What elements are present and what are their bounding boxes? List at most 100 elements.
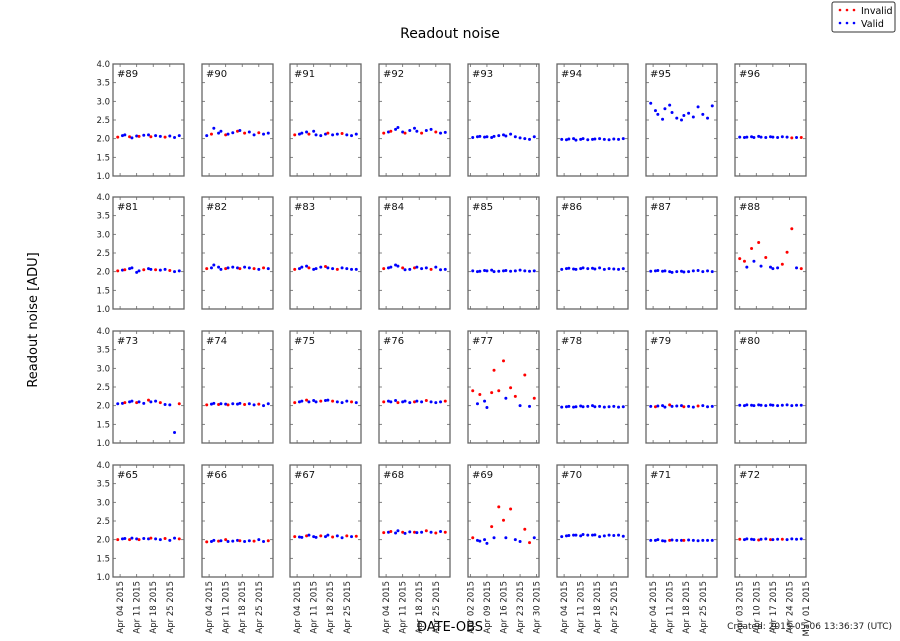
invalid-point [177,537,181,541]
valid-point [780,403,784,407]
valid-point [429,530,433,534]
valid-point [710,104,714,108]
valid-point [518,268,522,272]
valid-point [785,135,789,139]
invalid-point [682,405,686,409]
valid-point [752,136,756,140]
valid-point [745,537,749,541]
valid-point [158,538,162,542]
invalid-point [354,534,358,538]
valid-point [560,405,564,409]
valid-point [154,537,158,541]
valid-point [266,131,270,135]
invalid-point [420,131,424,135]
valid-point [560,267,564,271]
valid-point [219,402,223,406]
valid-point [670,270,674,274]
x-tick-label: Apr 04 2015 [649,581,659,634]
panel-frame [734,330,807,444]
x-tick-label: Apr 09 2015 [483,581,493,634]
x-tick-label: Apr 11 2015 [133,581,143,634]
valid-point [572,267,576,271]
valid-point [560,137,564,141]
invalid-point [236,129,239,133]
valid-point [649,269,653,273]
invalid-point [305,398,309,402]
valid-point [415,265,419,269]
valid-point [706,116,710,120]
valid-point [745,135,749,139]
valid-point [602,405,606,409]
invalid-point [757,538,761,542]
valid-point [257,538,261,542]
valid-point [314,267,318,271]
valid-point [252,133,256,137]
valid-point [471,269,475,273]
valid-point [675,270,679,274]
valid-point [217,131,221,135]
valid-point [137,269,141,273]
x-tick-label: Apr 04 2015 [205,581,215,634]
valid-point [776,136,780,140]
valid-point [305,264,309,268]
valid-point [475,270,479,274]
invalid-point [307,132,311,136]
valid-point [696,105,700,109]
valid-point [593,267,597,271]
valid-point [219,539,223,543]
invalid-point [780,537,784,541]
invalid-point [224,133,228,137]
valid-point [236,402,239,406]
invalid-point [123,268,127,272]
valid-point [706,538,710,542]
valid-point [429,127,433,131]
invalid-point [243,403,247,407]
valid-point [574,138,578,142]
panel-frame [289,196,362,310]
x-tick-label: Apr 25 2015 [343,581,353,634]
valid-point [696,269,700,273]
invalid-point [780,262,784,266]
x-axis-label: DATE-OBS [417,620,483,635]
valid-point [564,138,568,142]
valid-point [209,402,213,406]
valid-point [752,538,756,542]
invalid-point [382,131,386,135]
y-tick-label: 3.5 [96,346,110,356]
valid-point [504,536,508,540]
valid-point [581,137,585,141]
valid-point [523,137,527,141]
panel-82: #82 [201,196,274,310]
valid-point [602,137,606,141]
panel-label: #68 [383,470,404,481]
valid-point [680,118,683,122]
panel-label: #88 [739,202,760,213]
valid-point [581,405,585,409]
valid-point [771,267,775,271]
valid-point [424,128,428,132]
valid-point [297,400,301,404]
valid-point [149,267,153,271]
panel-66: #66 Apr 04 2015 Apr 11 2015 Apr 18 2015 Apr … [201,464,274,634]
panel-frame [645,196,718,310]
valid-point [649,538,653,542]
valid-point [340,266,344,270]
valid-point [429,400,433,404]
x-tick-label: Apr 30 2015 [533,581,543,634]
invalid-point [293,535,297,539]
invalid-point [163,135,167,139]
y-tick-label: 4.0 [96,461,110,471]
invalid-point [528,541,532,545]
valid-point [312,398,316,402]
invalid-point [396,401,400,405]
panel-88: #88 [734,196,807,310]
invalid-point [128,135,132,139]
valid-point [247,539,251,543]
valid-point [266,402,270,406]
valid-point [759,135,763,139]
valid-point [135,270,139,274]
y-tick-label: 4.0 [96,193,110,203]
valid-point [560,535,564,539]
valid-point [168,538,172,542]
valid-point [574,267,578,271]
